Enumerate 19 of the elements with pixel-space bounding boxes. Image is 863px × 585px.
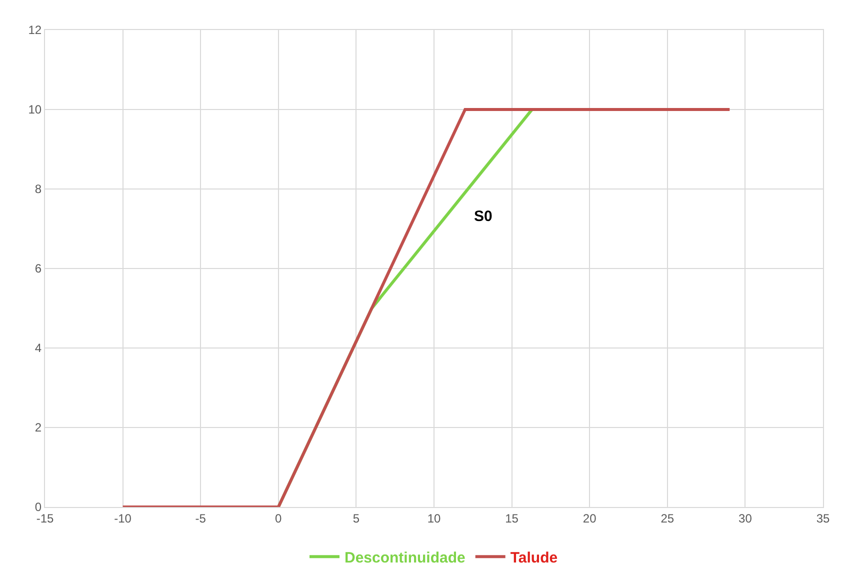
x-tick-label: 15 — [505, 511, 519, 526]
y-tick-label: 10 — [28, 102, 42, 117]
y-tick-label: 4 — [34, 341, 42, 356]
annotation: S0 — [474, 208, 492, 225]
x-tick-label: 25 — [660, 511, 674, 526]
x-tick-label: -5 — [195, 511, 206, 526]
x-tick-label: 10 — [427, 511, 441, 526]
x-tick-label: 30 — [738, 511, 752, 526]
x-tick-label: 20 — [582, 511, 597, 526]
legend-label: Descontinuidade — [344, 549, 466, 566]
x-tick-label: 0 — [275, 511, 282, 526]
x-tick-label: -10 — [114, 511, 132, 526]
y-tick-label: 8 — [34, 182, 42, 196]
y-tick-label: 2 — [34, 420, 42, 435]
x-tick-label: 5 — [352, 511, 360, 526]
y-tick-label: 12 — [28, 23, 42, 38]
legend-label: Talude — [510, 549, 558, 566]
y-tick-label: 6 — [34, 262, 42, 276]
x-tick-label: 35 — [816, 511, 830, 526]
